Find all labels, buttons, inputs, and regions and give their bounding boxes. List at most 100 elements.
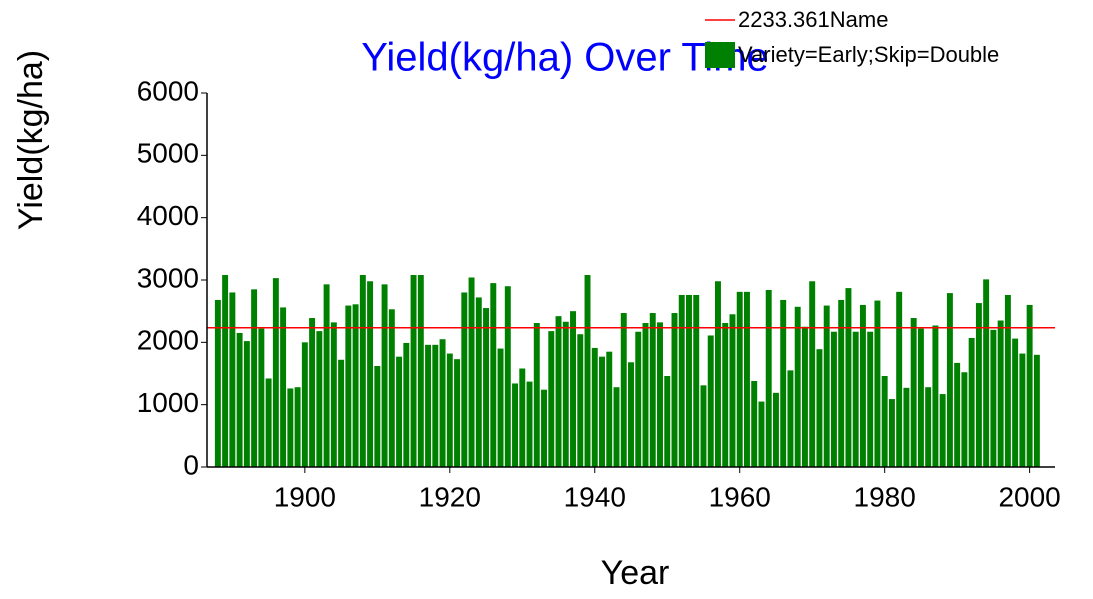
bar — [490, 283, 497, 467]
x-tick-label: 2000 — [998, 481, 1060, 512]
x-tick-label: 1960 — [709, 481, 771, 512]
bar — [772, 392, 779, 467]
bar — [620, 313, 627, 467]
bar — [686, 294, 692, 467]
bar — [852, 331, 859, 467]
bar — [722, 323, 729, 467]
bar — [446, 353, 453, 467]
bar — [243, 341, 250, 467]
bar — [439, 339, 446, 467]
y-tick-label: 1000 — [137, 387, 199, 418]
bar — [555, 316, 562, 467]
bar — [925, 387, 932, 467]
legend-swatch — [705, 42, 735, 68]
bar — [280, 307, 287, 467]
x-tick-label: 1940 — [564, 481, 626, 512]
bar — [888, 399, 895, 467]
bar — [309, 318, 316, 467]
bar — [809, 281, 816, 467]
bar — [606, 351, 613, 467]
bar — [642, 323, 649, 467]
bar — [896, 291, 903, 467]
bar — [251, 289, 258, 467]
bar — [700, 385, 707, 467]
bar — [562, 321, 569, 467]
bar — [780, 299, 787, 467]
bar — [664, 375, 671, 467]
bar — [1019, 353, 1026, 467]
bar — [983, 279, 990, 467]
bar — [707, 335, 714, 467]
bar — [874, 300, 881, 467]
bar — [533, 323, 540, 467]
bar — [272, 278, 279, 467]
bar — [613, 387, 620, 467]
bar — [584, 275, 591, 467]
bar — [917, 328, 924, 467]
bar — [946, 293, 953, 467]
bar — [316, 331, 323, 467]
y-tick-label: 3000 — [137, 262, 199, 293]
bar — [577, 334, 584, 467]
y-tick-label: 2000 — [137, 325, 199, 356]
bar — [265, 378, 272, 467]
bar — [294, 387, 301, 467]
bar — [381, 284, 388, 467]
bar — [715, 281, 721, 467]
bar — [910, 318, 917, 467]
bar — [512, 383, 519, 467]
bar — [468, 277, 475, 467]
bar — [417, 275, 424, 467]
y-tick-label: 0 — [183, 449, 199, 480]
bar — [287, 388, 294, 467]
bar — [214, 299, 221, 467]
bar — [301, 342, 308, 467]
bar — [954, 362, 961, 467]
y-axis-label: Yield(kg/ha) — [12, 50, 50, 230]
bar — [1033, 354, 1040, 467]
bar — [258, 328, 265, 467]
bar — [461, 292, 468, 467]
bar — [599, 356, 605, 467]
bar — [222, 275, 229, 467]
bar — [758, 401, 765, 467]
bar — [425, 344, 432, 467]
bar — [859, 304, 866, 467]
bar — [932, 325, 939, 467]
legend-label: Variety=Early;Skip=Double — [738, 42, 999, 67]
bar — [570, 311, 576, 467]
bar — [323, 284, 330, 467]
bar — [729, 314, 736, 467]
bar — [671, 313, 678, 467]
x-tick-label: 1980 — [854, 481, 916, 512]
bar — [591, 347, 598, 467]
bar — [519, 368, 526, 467]
bar — [743, 291, 750, 467]
bar — [374, 366, 381, 467]
bar — [635, 331, 642, 467]
y-tick-label: 6000 — [137, 75, 199, 106]
y-tick-label: 4000 — [137, 200, 199, 231]
bar — [548, 331, 555, 467]
bar — [403, 342, 410, 467]
bar — [794, 306, 801, 467]
bar — [541, 389, 547, 467]
bar — [765, 289, 772, 467]
bar — [526, 381, 533, 467]
bar — [410, 275, 417, 467]
bar — [867, 331, 874, 467]
bar — [1004, 294, 1011, 467]
bar — [657, 322, 663, 467]
bar — [961, 372, 968, 467]
bar — [432, 344, 439, 467]
bar — [678, 294, 685, 467]
bar — [483, 308, 490, 467]
bar — [939, 394, 946, 467]
bar — [330, 322, 337, 467]
chart-title: Yield(kg/ha) Over Time — [361, 36, 769, 80]
bar — [388, 309, 395, 467]
x-tick-label: 1920 — [419, 481, 481, 512]
bar — [229, 292, 236, 467]
bar — [475, 297, 482, 467]
